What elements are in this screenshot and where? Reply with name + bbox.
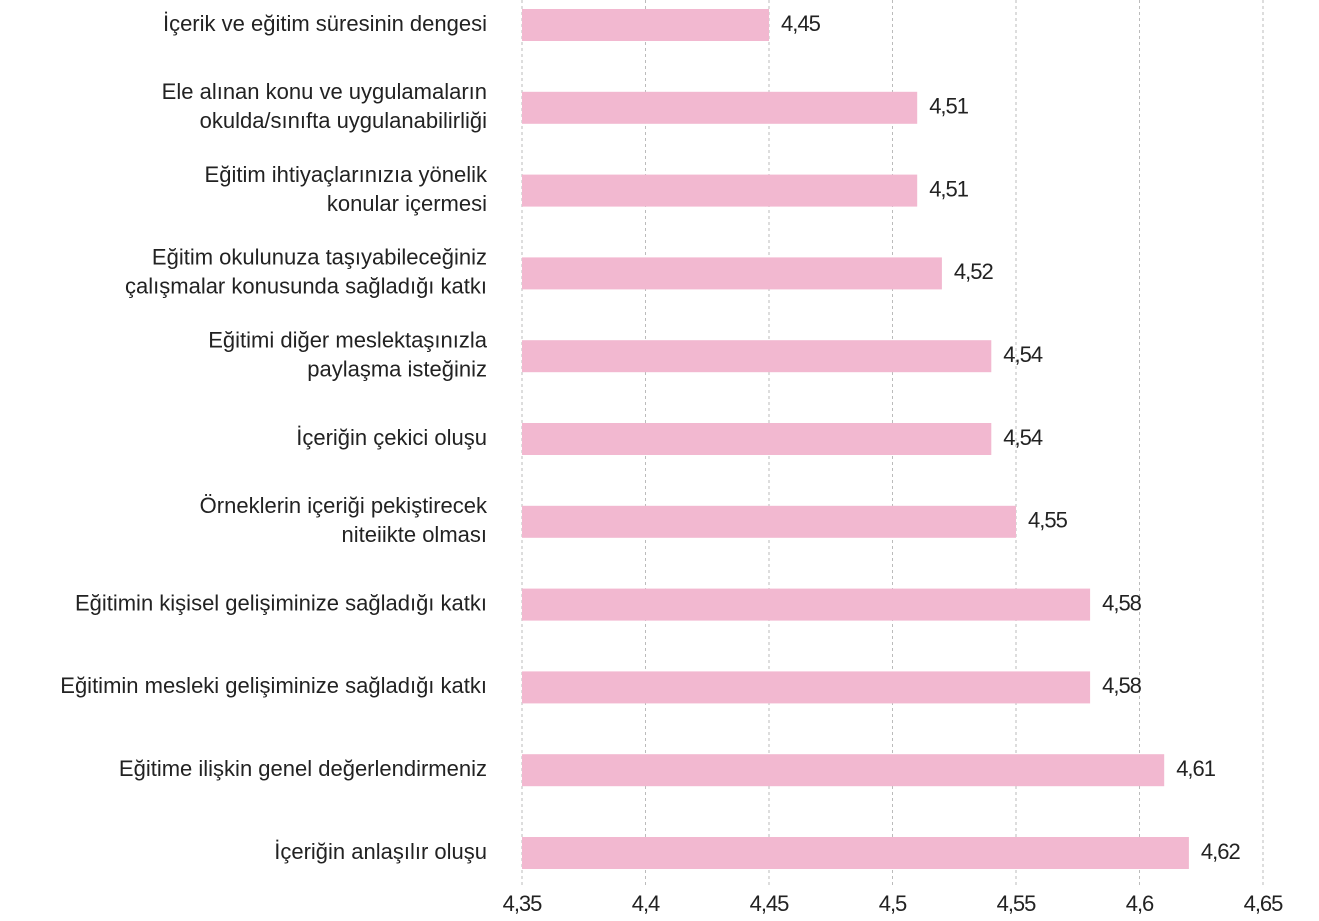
category-label: Eğitimin mesleki gelişiminize sağladığı … — [60, 673, 487, 698]
category-label: İçerik ve eğitim süresinin dengesi — [163, 11, 487, 36]
bar — [522, 754, 1165, 787]
bar — [522, 174, 918, 207]
bar — [522, 257, 942, 290]
category-label: İçeriğin anlaşılır oluşu — [274, 839, 487, 864]
x-tick-label: 4,6 — [1126, 891, 1154, 916]
x-tick-label: 4,4 — [632, 891, 660, 916]
category-label: İçeriğin çekici oluşu — [296, 425, 487, 450]
category-label: Eğitimi diğer meslektaşınızla — [208, 328, 488, 353]
category-label: konular içermesi — [327, 191, 487, 216]
bar — [522, 340, 992, 373]
value-label: 4,45 — [781, 11, 821, 36]
bar — [522, 91, 918, 124]
bar — [522, 588, 1091, 621]
value-label: 4,54 — [1003, 425, 1043, 450]
category-label: Eğitime ilişkin genel değerlendirmeniz — [119, 756, 487, 781]
category-label: okulda/sınıfta uygulanabilirliği — [200, 108, 487, 133]
value-label: 4,61 — [1176, 756, 1216, 781]
value-label: 4,58 — [1102, 673, 1142, 698]
category-label: çalışmalar konusunda sağladığı katkı — [125, 274, 487, 299]
value-label: 4,52 — [954, 259, 994, 284]
x-tick-label: 4,55 — [997, 891, 1037, 916]
category-label: Ele alınan konu ve uygulamaların — [162, 79, 487, 104]
category-label: Örneklerin içeriği pekiştirecek — [200, 493, 488, 518]
x-tick-label: 4,35 — [503, 891, 543, 916]
category-label: Eğitimin kişisel gelişiminize sağladığı … — [75, 590, 487, 615]
x-tick-label: 4,5 — [879, 891, 907, 916]
bar — [522, 671, 1091, 704]
category-label: paylaşma isteğiniz — [307, 357, 487, 382]
value-label: 4,51 — [929, 176, 969, 201]
value-label: 4,51 — [929, 94, 969, 119]
bar — [522, 9, 769, 41]
value-label: 4,55 — [1028, 508, 1068, 533]
bar — [522, 837, 1189, 869]
category-label: niteiikte olması — [341, 522, 487, 547]
value-label: 4,54 — [1003, 342, 1043, 367]
category-label: Eğitim ihtiyaçlarınızıa yönelik — [205, 162, 488, 187]
bar — [522, 423, 992, 455]
value-label: 4,58 — [1102, 590, 1142, 615]
bar — [522, 505, 1016, 538]
value-label: 4,62 — [1201, 839, 1241, 864]
category-label: Eğitim okulunuza taşıyabileceğiniz — [152, 245, 487, 270]
x-tick-label: 4,65 — [1244, 891, 1284, 916]
x-tick-label: 4,45 — [750, 891, 790, 916]
